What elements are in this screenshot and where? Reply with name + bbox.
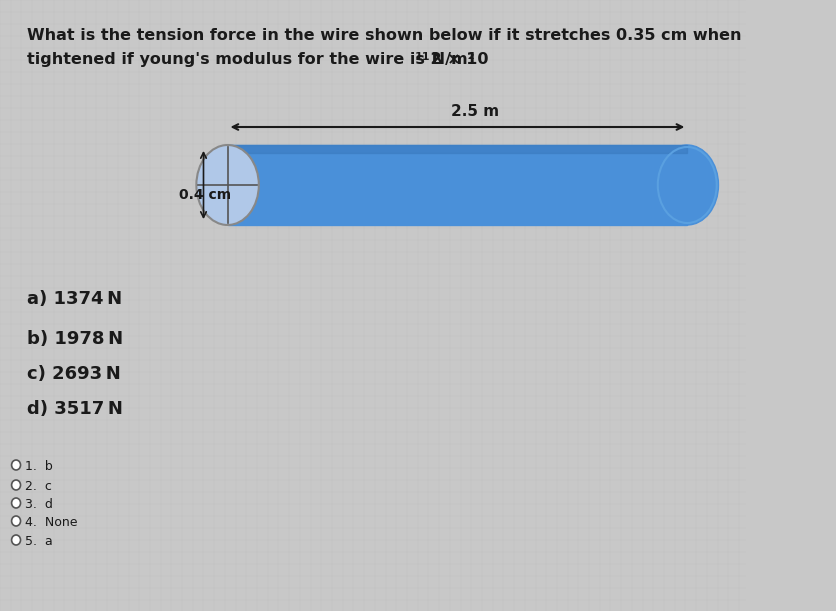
Text: b) 1978 N: b) 1978 N bbox=[27, 330, 123, 348]
Bar bbox=[227, 145, 687, 153]
Text: 11: 11 bbox=[415, 52, 431, 62]
Text: 2.5 m: 2.5 m bbox=[451, 104, 499, 119]
Text: 2.  c: 2. c bbox=[25, 480, 52, 493]
Text: a) 1374 N: a) 1374 N bbox=[27, 290, 122, 308]
Text: 4.  None: 4. None bbox=[25, 516, 78, 529]
Ellipse shape bbox=[656, 145, 718, 225]
Circle shape bbox=[12, 498, 21, 508]
Circle shape bbox=[12, 535, 21, 545]
Ellipse shape bbox=[196, 145, 259, 225]
Circle shape bbox=[12, 516, 21, 526]
Text: 3.  d: 3. d bbox=[25, 498, 53, 511]
Circle shape bbox=[12, 460, 21, 470]
Text: tightened if young's modulus for the wire is 2 × 10: tightened if young's modulus for the wir… bbox=[27, 52, 488, 67]
Text: 0.4 cm: 0.4 cm bbox=[179, 188, 231, 202]
Bar bbox=[227, 145, 687, 225]
Text: What is the tension force in the wire shown below if it stretches 0.35 cm when: What is the tension force in the wire sh… bbox=[27, 28, 742, 43]
Circle shape bbox=[12, 480, 21, 490]
Text: 5.  a: 5. a bbox=[25, 535, 53, 548]
Text: N/m²: N/m² bbox=[426, 52, 474, 67]
Text: d) 3517 N: d) 3517 N bbox=[27, 400, 123, 418]
Text: 1.  b: 1. b bbox=[25, 460, 53, 473]
Text: c) 2693 N: c) 2693 N bbox=[27, 365, 120, 383]
